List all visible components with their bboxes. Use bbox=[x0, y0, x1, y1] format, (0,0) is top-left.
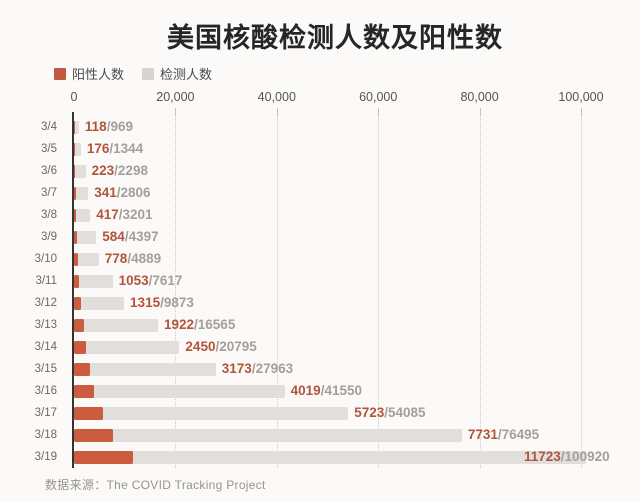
tests-bar bbox=[74, 450, 586, 464]
bar-value-label: 11723/100920 bbox=[524, 449, 610, 464]
tests-bar bbox=[74, 274, 113, 288]
x-tick-label: 80,000 bbox=[460, 90, 499, 104]
x-tick-mark bbox=[175, 108, 177, 116]
positive-bar bbox=[74, 186, 76, 200]
date-label: 3/13 bbox=[34, 319, 57, 331]
date-label: 3/11 bbox=[35, 275, 57, 287]
bar-value-label: 2450/20795 bbox=[185, 339, 257, 354]
bar-value-label: 778/4889 bbox=[104, 251, 162, 266]
positive-bar bbox=[74, 208, 77, 222]
x-tick-label: 40,000 bbox=[257, 90, 296, 104]
positive-bar bbox=[74, 450, 134, 464]
date-label: 3/12 bbox=[34, 297, 57, 309]
date-label: 3/17 bbox=[34, 407, 57, 419]
y-axis-line bbox=[72, 112, 74, 468]
positive-bar bbox=[74, 230, 77, 244]
bar-value-label: 584/4397 bbox=[102, 229, 159, 244]
tests-bar bbox=[74, 428, 462, 442]
legend-label-positive: 阳性人数 bbox=[72, 67, 125, 82]
tests-bar bbox=[74, 384, 285, 398]
x-tick-mark bbox=[276, 108, 278, 116]
positive-bar bbox=[74, 252, 78, 266]
bar-value-label: 3173/27963 bbox=[221, 361, 294, 376]
positive-bar bbox=[74, 384, 95, 398]
positive-bar bbox=[74, 318, 84, 332]
positive-bar bbox=[74, 120, 75, 134]
tests-bar bbox=[74, 120, 79, 134]
tests-bar bbox=[74, 318, 158, 332]
bar-value-label: 5723/54085 bbox=[354, 405, 426, 420]
legend: 阳性人数 检测人数 bbox=[54, 64, 212, 83]
tests-bar bbox=[74, 164, 86, 178]
positive-bar bbox=[74, 164, 76, 178]
date-label: 3/9 bbox=[41, 231, 57, 243]
gridline bbox=[175, 115, 177, 468]
legend-label-tests: 检测人数 bbox=[160, 67, 213, 82]
date-label: 3/8 bbox=[41, 209, 57, 221]
tests-bar bbox=[74, 208, 91, 222]
tests-bar bbox=[74, 406, 349, 420]
bar-value-label: 4019/41550 bbox=[290, 383, 362, 398]
date-label: 3/7 bbox=[41, 187, 57, 199]
positive-swatch-icon bbox=[54, 67, 66, 80]
date-label: 3/14 bbox=[34, 341, 57, 353]
bar-value-label: 223/2298 bbox=[91, 163, 148, 178]
date-label: 3/5 bbox=[41, 143, 57, 155]
x-tick-mark bbox=[479, 108, 481, 116]
tests-bar bbox=[74, 340, 180, 354]
positive-bar bbox=[74, 406, 103, 420]
date-label: 3/19 bbox=[34, 451, 57, 463]
tests-swatch-icon bbox=[142, 67, 155, 80]
x-tick-label: 0 bbox=[70, 90, 78, 104]
date-label: 3/4 bbox=[41, 121, 57, 133]
x-tick-label: 20,000 bbox=[156, 90, 195, 104]
gridline bbox=[581, 115, 582, 468]
y-axis-date-labels: 3/4 3/5 3/6 3/7 3/8 3/9 3/10 3/11 3/12 3/13 3/14 3/… bbox=[0, 115, 66, 470]
gridline bbox=[378, 115, 380, 468]
tests-bar bbox=[74, 296, 125, 310]
gridline bbox=[276, 115, 278, 468]
positive-bar bbox=[74, 362, 91, 376]
date-label: 3/6 bbox=[41, 165, 57, 177]
tests-bar bbox=[74, 142, 81, 156]
data-source-note: 数据来源：The COVID Tracking Project bbox=[45, 478, 266, 492]
x-tick-mark bbox=[378, 108, 380, 116]
plot-area: 118/969 176/1344 223/2298 341/2806 417/3201 5… bbox=[72, 112, 610, 470]
bar-value-label: 1315/9873 bbox=[130, 295, 194, 310]
positive-bar bbox=[74, 142, 75, 156]
bar-value-label: 7731/76495 bbox=[467, 427, 540, 442]
positive-bar bbox=[74, 340, 87, 354]
x-tick-mark bbox=[581, 108, 582, 116]
legend-item-tests: 检测人数 bbox=[142, 64, 212, 83]
date-label: 3/18 bbox=[34, 429, 57, 441]
gridline bbox=[479, 115, 481, 468]
chart-title: 美国核酸检测人数及阳性数 bbox=[167, 23, 503, 53]
legend-item-positive: 阳性人数 bbox=[54, 64, 124, 83]
x-tick-label: 100,000 bbox=[558, 90, 604, 104]
date-label: 3/16 bbox=[34, 385, 57, 397]
bar-value-label: 1053/7617 bbox=[118, 273, 183, 288]
bar-value-label: 341/2806 bbox=[94, 185, 151, 200]
tests-bar bbox=[74, 186, 89, 200]
date-label: 3/10 bbox=[34, 253, 57, 265]
bar-value-label: 176/1344 bbox=[86, 141, 144, 156]
tests-bar bbox=[74, 362, 216, 376]
x-axis: 0 20,000 40,000 60,000 80,000 100,000 bbox=[70, 90, 604, 116]
x-tick-label: 60,000 bbox=[359, 90, 398, 104]
date-label: 3/15 bbox=[34, 363, 57, 375]
positive-bar bbox=[74, 296, 81, 310]
bar-value-label: 118/969 bbox=[84, 119, 133, 134]
tests-bar bbox=[74, 252, 99, 266]
bar-value-label: 417/3201 bbox=[96, 207, 153, 222]
positive-bar bbox=[74, 428, 114, 442]
positive-bar bbox=[74, 274, 80, 288]
bar-value-label: 1922/16565 bbox=[163, 317, 236, 332]
tests-bar bbox=[74, 230, 97, 244]
